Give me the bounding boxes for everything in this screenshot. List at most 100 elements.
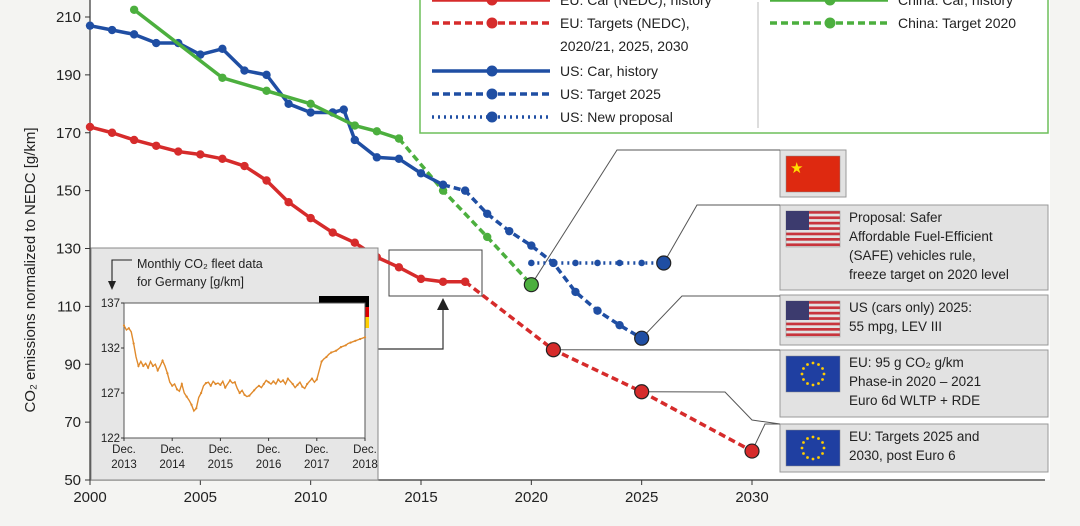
y-tick-label: 50 — [64, 472, 81, 489]
data-point — [240, 162, 248, 170]
eu-flag-star — [812, 436, 815, 439]
x-tick-label: 2000 — [73, 489, 106, 506]
inset-data-point — [354, 340, 356, 342]
eu-flag-star — [801, 373, 804, 376]
inset-x-tick-label: Dec. — [257, 444, 281, 456]
annotation-text: 55 mpg, LEV III — [849, 319, 942, 334]
us-flag-stripe — [786, 328, 840, 331]
inset-data-point — [364, 336, 366, 338]
data-point — [351, 121, 359, 129]
annotation-text: Affordable Fuel-Efficient — [849, 229, 993, 244]
inset-y-tick-label: 132 — [101, 343, 120, 355]
inset-y-tick-label: 137 — [101, 298, 120, 310]
data-point — [284, 100, 292, 108]
eu-flag-star — [806, 437, 809, 440]
inset-data-point — [186, 396, 188, 398]
inset-data-point — [311, 378, 313, 380]
data-point — [439, 278, 447, 286]
inset-data-point — [243, 394, 245, 396]
data-point — [340, 105, 348, 113]
legend-label: China: Car, history — [898, 0, 1013, 8]
eu-flag-star — [802, 367, 805, 370]
inset-data-point — [152, 365, 154, 367]
legend-swatch-marker — [487, 18, 498, 29]
data-point — [306, 100, 314, 108]
inset-data-point — [359, 338, 361, 340]
annotation-text: 2030, post Euro 6 — [849, 448, 956, 463]
legend-label: US: Target 2025 — [560, 86, 661, 102]
us-flag-stripe — [786, 323, 840, 326]
eu-flag-star — [817, 437, 820, 440]
x-tick-label: 2020 — [515, 489, 548, 506]
inset-data-point — [210, 385, 212, 387]
data-point — [262, 71, 270, 79]
us-flag-canton — [786, 211, 809, 230]
x-tick-label: 2030 — [735, 489, 768, 506]
inset-y-tick-label: 127 — [101, 388, 120, 400]
inset-data-point — [195, 407, 197, 409]
eu-flag-star — [817, 382, 820, 385]
us-flag-stripe — [786, 333, 840, 336]
target-marker — [546, 343, 560, 357]
inset-data-point — [176, 388, 178, 390]
target-marker — [745, 444, 759, 458]
eu-flag-star — [823, 373, 826, 376]
data-point — [483, 233, 491, 241]
data-point — [284, 198, 292, 206]
inset-data-point — [253, 389, 255, 391]
legend-swatch-marker — [487, 112, 498, 123]
inset-data-point — [181, 383, 183, 385]
data-point — [262, 176, 270, 184]
data-point — [196, 150, 204, 158]
data-point — [373, 153, 381, 161]
data-point — [86, 123, 94, 131]
data-point — [571, 288, 579, 296]
inset-title: Monthly CO₂ fleet data — [137, 257, 263, 271]
data-point — [130, 136, 138, 144]
annotation-text: Proposal: Safer — [849, 210, 943, 225]
data-point — [351, 136, 359, 144]
inset-data-point — [142, 365, 144, 367]
inset-data-point — [321, 360, 323, 362]
legend: EU: Car (NEDC), history EU: Targets (NEDC… — [420, 0, 1048, 133]
eu-flag-star — [821, 367, 824, 370]
x-tick-label: 2010 — [294, 489, 327, 506]
y-axis-title: CO₂ emissions normalized to NEDC [g/km] — [22, 127, 39, 412]
inset-x-tick-label-year: 2017 — [304, 459, 330, 471]
inset-data-point — [345, 344, 347, 346]
legend-label: US: New proposal — [560, 109, 673, 125]
annotation-text: EU: Targets 2025 and — [849, 429, 979, 444]
inset-x-tick-label: Dec. — [353, 444, 377, 456]
y-tick-label: 190 — [56, 67, 81, 84]
eu-flag-star — [812, 362, 815, 365]
eu-flag-star — [801, 447, 804, 450]
y-tick-label: 210 — [56, 9, 81, 26]
eu-flag-star — [817, 363, 820, 366]
legend-label: China: Target 2020 — [898, 15, 1016, 31]
us-flag-stripe — [786, 243, 840, 246]
eu-flag-star — [802, 441, 805, 444]
y-tick-label: 150 — [56, 183, 81, 200]
inset-x-tick-label-year: 2016 — [256, 459, 282, 471]
data-point — [461, 186, 469, 194]
inset-data-point — [190, 404, 192, 406]
data-point — [395, 134, 403, 142]
inset-data-point — [161, 360, 163, 362]
inset-data-point — [306, 383, 308, 385]
y-tick-label: 90 — [64, 356, 81, 373]
x-tick-label: 2025 — [625, 489, 658, 506]
data-point — [572, 260, 579, 267]
legend-label: EU: Targets (NEDC), — [560, 15, 690, 31]
inset-data-point — [248, 395, 250, 397]
data-point — [616, 260, 623, 267]
inset-data-point — [123, 324, 125, 326]
annotation-text: freeze target on 2020 level — [849, 267, 1009, 282]
data-point — [483, 210, 491, 218]
legend-label: EU: Car (NEDC), history — [560, 0, 712, 8]
annotation-text: Phase-in 2020 – 2021 — [849, 374, 981, 389]
inset-x-tick-label: Dec. — [160, 444, 184, 456]
inset-data-point — [287, 378, 289, 380]
